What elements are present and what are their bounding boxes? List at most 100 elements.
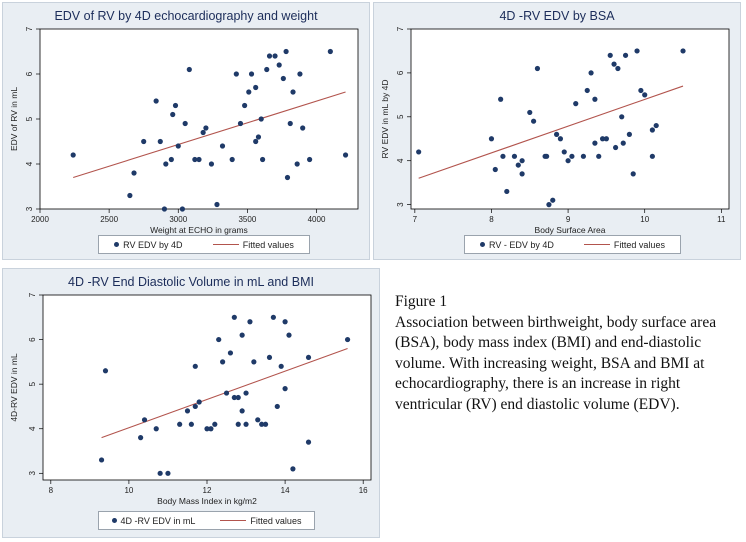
- data-point: [611, 61, 617, 67]
- data-point: [170, 111, 176, 118]
- y-tick-label: 3: [396, 202, 405, 207]
- data-point: [622, 52, 629, 58]
- data-point: [294, 161, 300, 167]
- data-point: [546, 202, 552, 208]
- data-point: [276, 62, 282, 68]
- data-point: [626, 131, 632, 137]
- x-tick-label: 10: [640, 215, 649, 224]
- data-point: [592, 96, 598, 102]
- data-point: [231, 394, 237, 401]
- legend-line-icon: [583, 244, 610, 245]
- x-tick-label: 12: [203, 486, 212, 495]
- data-point: [561, 149, 567, 155]
- data-point: [498, 96, 504, 102]
- data-point: [573, 101, 579, 107]
- x-tick-label: 16: [359, 486, 368, 495]
- data-point: [550, 197, 556, 203]
- data-point: [220, 359, 226, 365]
- data-point: [416, 149, 422, 155]
- data-point: [565, 158, 571, 164]
- caption-text: Association between birthweight, body su…: [395, 313, 717, 413]
- chart-legend: RV - EDV by 4D Fitted values: [464, 235, 681, 254]
- data-point: [619, 114, 625, 120]
- data-point: [258, 116, 264, 122]
- x-tick-label: 11: [717, 215, 726, 224]
- data-point: [282, 386, 288, 392]
- y-tick-label: 5: [28, 381, 37, 386]
- data-point: [251, 359, 257, 365]
- x-axis-label: Body Surface Area: [535, 225, 606, 235]
- data-point: [196, 156, 202, 163]
- data-point: [200, 129, 206, 136]
- data-point: [264, 66, 270, 73]
- x-tick-label: 8: [489, 215, 494, 224]
- data-point: [208, 161, 215, 167]
- plot-area: [39, 28, 359, 210]
- chart-title: EDV of RV by 4D echocardiography and wei…: [54, 9, 318, 23]
- data-point: [290, 89, 296, 95]
- data-point: [344, 336, 351, 343]
- data-point: [157, 138, 163, 145]
- data-point: [70, 152, 76, 158]
- data-point: [653, 122, 659, 129]
- data-point: [216, 336, 222, 343]
- data-point: [274, 403, 280, 410]
- data-point: [260, 156, 266, 163]
- data-point: [239, 408, 245, 414]
- legend-item-fit: Fitted values: [583, 240, 665, 250]
- data-point: [284, 174, 291, 181]
- data-point: [153, 98, 159, 104]
- data-point: [634, 48, 640, 54]
- data-point: [300, 125, 306, 131]
- data-point: [175, 143, 181, 149]
- data-point: [184, 408, 191, 414]
- legend-line-icon: [212, 244, 239, 245]
- x-tick-label: 2500: [100, 215, 118, 224]
- data-point: [219, 143, 226, 149]
- data-point: [192, 156, 198, 163]
- data-point: [204, 426, 210, 432]
- legend-item-markers: RV - EDV by 4D: [480, 240, 554, 250]
- legend-marker-icon: [480, 242, 486, 247]
- fitted-line: [418, 85, 684, 179]
- data-point: [511, 153, 518, 159]
- chart-legend: 4D -RV EDV in mL Fitted values: [98, 511, 315, 530]
- data-point: [188, 421, 194, 427]
- legend-item-fit: Fitted values: [212, 240, 294, 250]
- data-point: [266, 354, 273, 361]
- legend-label: RV - EDV by 4D: [489, 239, 554, 250]
- data-point: [161, 206, 168, 212]
- chart-panel-weight: EDV of RV by 4D echocardiography and wei…: [2, 2, 370, 260]
- legend-item-fit: Fitted values: [220, 516, 301, 526]
- data-point: [248, 71, 255, 77]
- chart-panel-bmi: 4D -RV End Diastolic Volume in mL and BM…: [2, 268, 380, 538]
- data-point: [492, 166, 498, 173]
- chart-title: 4D -RV EDV by BSA: [499, 9, 615, 23]
- data-point: [157, 470, 163, 476]
- data-point: [141, 138, 147, 145]
- x-tick-label: 10: [124, 486, 133, 495]
- x-tick-label: 2000: [31, 215, 49, 224]
- data-point: [584, 87, 590, 94]
- data-point: [649, 127, 655, 133]
- legend-marker-icon: [111, 518, 117, 523]
- data-point: [588, 70, 594, 76]
- data-point: [227, 350, 234, 356]
- legend-marker-icon: [114, 242, 120, 247]
- data-point: [580, 153, 587, 159]
- data-point: [638, 87, 644, 94]
- data-point: [262, 421, 269, 427]
- data-point: [255, 134, 262, 140]
- chart-panel-bsa: 4D -RV EDV by BSA 7 8 9 10 11 3 4 5 6 7 Body Surfa…: [373, 2, 741, 260]
- data-point: [266, 53, 273, 59]
- y-tick-label: 4: [28, 426, 37, 431]
- data-point: [235, 394, 241, 401]
- y-tick-label: 6: [396, 70, 405, 75]
- data-point: [214, 201, 220, 208]
- y-tick-label: 7: [28, 292, 37, 297]
- chart-plot: 8 10 12 14 16 3 4 5 6 7 Body Mass Index in kg/m2 4D…: [9, 292, 372, 506]
- y-axis-label: RV EDV in mL by 4D: [380, 80, 390, 159]
- data-point: [557, 136, 564, 142]
- data-point: [504, 188, 510, 195]
- x-tick-label: 3500: [238, 215, 256, 224]
